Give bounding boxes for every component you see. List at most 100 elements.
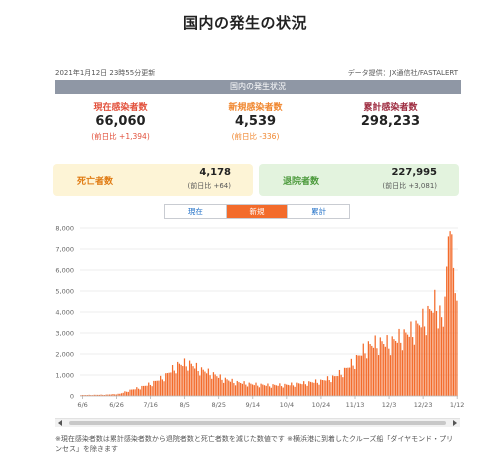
bar <box>144 385 146 396</box>
bar <box>456 300 458 396</box>
bar <box>258 387 261 396</box>
bar <box>149 384 152 396</box>
stat-current-value: 66,060 <box>95 114 146 129</box>
bar <box>374 335 376 396</box>
bar <box>369 344 371 396</box>
scroll-right-icon[interactable] <box>453 420 457 426</box>
bar <box>204 371 206 396</box>
bar <box>413 344 415 396</box>
bar <box>417 323 419 396</box>
bar <box>175 373 177 396</box>
bar <box>447 236 450 396</box>
bar <box>376 348 378 396</box>
bar <box>349 367 351 396</box>
bar <box>400 342 402 396</box>
bar <box>362 343 364 396</box>
x-axis: 6/6 6/26 7/16 8/5 8/25 9/14 10/4 10/24 11/13 12/3… <box>77 395 464 409</box>
bar <box>357 355 359 396</box>
stat-total-label: 累計感染者数 <box>363 103 418 113</box>
bar <box>338 369 341 396</box>
bar <box>91 395 94 396</box>
x-tick-label: 7/16 <box>143 401 158 409</box>
bar <box>297 383 300 396</box>
bar <box>257 385 259 396</box>
bar <box>440 317 443 396</box>
bar <box>388 348 390 396</box>
bar <box>122 392 124 396</box>
bar <box>246 386 249 396</box>
bar <box>449 231 451 396</box>
bar <box>131 389 133 396</box>
bar <box>412 337 414 396</box>
bar <box>173 370 175 396</box>
bar <box>127 391 129 396</box>
bar <box>221 379 223 396</box>
bar <box>383 344 385 396</box>
scrollbar-thumb[interactable] <box>69 421 446 425</box>
bar <box>381 341 383 396</box>
bar <box>158 380 160 396</box>
bar <box>253 385 255 396</box>
bar <box>209 375 211 396</box>
x-tick-label: 11/13 <box>346 401 365 409</box>
bar <box>350 358 352 396</box>
bar <box>103 395 106 396</box>
bar <box>245 384 247 396</box>
bar <box>330 382 332 396</box>
meta-row: 2021年1月12日 23時55分更新 データ提供：JX通信社/FASTALER… <box>55 68 458 78</box>
bar <box>291 382 293 396</box>
tab-new[interactable]: 新規 <box>225 205 288 218</box>
bar <box>337 376 339 396</box>
deaths-box: 死亡者数 4,178 (前日比 +64) <box>53 164 253 196</box>
bar <box>125 391 128 396</box>
page-title: 国内の発生の状況 <box>182 14 307 32</box>
updated-timestamp: 2021年1月12日 23時55分更新 <box>55 69 156 77</box>
bar <box>352 365 354 396</box>
bar <box>243 381 245 396</box>
bar <box>423 326 426 396</box>
bar <box>211 378 213 396</box>
bar <box>272 384 274 396</box>
y-tick-label: 6,000 <box>55 267 74 275</box>
bar <box>192 366 194 396</box>
bar <box>360 355 363 396</box>
bar <box>102 394 104 396</box>
bar <box>119 393 121 396</box>
bar <box>260 383 262 396</box>
bar <box>97 394 99 396</box>
bar <box>287 384 289 396</box>
bar <box>233 383 235 396</box>
bar <box>364 353 366 396</box>
bar <box>371 345 373 396</box>
bar <box>389 355 392 396</box>
bar <box>398 328 400 396</box>
y-tick-label: 1,000 <box>55 372 74 380</box>
chart-scrollbar[interactable] <box>55 418 460 427</box>
y-tick-label: 4,000 <box>55 309 74 317</box>
bar-series <box>80 231 458 396</box>
recovered-value: 227,995 <box>391 167 437 178</box>
bar <box>199 375 201 396</box>
section-banner: 国内の発生状況 <box>55 80 461 94</box>
bar <box>212 372 215 396</box>
stat-new-value: 4,539 <box>234 114 277 129</box>
bar <box>304 384 307 396</box>
bar <box>406 334 409 396</box>
recovered-change: (前日比 +3,081) <box>382 182 437 190</box>
tab-current[interactable]: 現在 <box>165 205 226 218</box>
bar <box>401 350 404 396</box>
scroll-left-icon[interactable] <box>58 420 62 426</box>
bar <box>216 376 218 396</box>
bar <box>95 394 97 396</box>
bar <box>318 384 320 396</box>
bar <box>451 234 453 396</box>
tab-cumulative[interactable]: 累計 <box>287 205 350 218</box>
bar <box>105 394 107 396</box>
bar <box>163 381 165 396</box>
bar <box>335 376 337 396</box>
bar <box>309 381 312 396</box>
bar <box>425 335 427 396</box>
bar <box>422 308 424 396</box>
bar <box>263 385 266 396</box>
bar <box>289 385 291 396</box>
